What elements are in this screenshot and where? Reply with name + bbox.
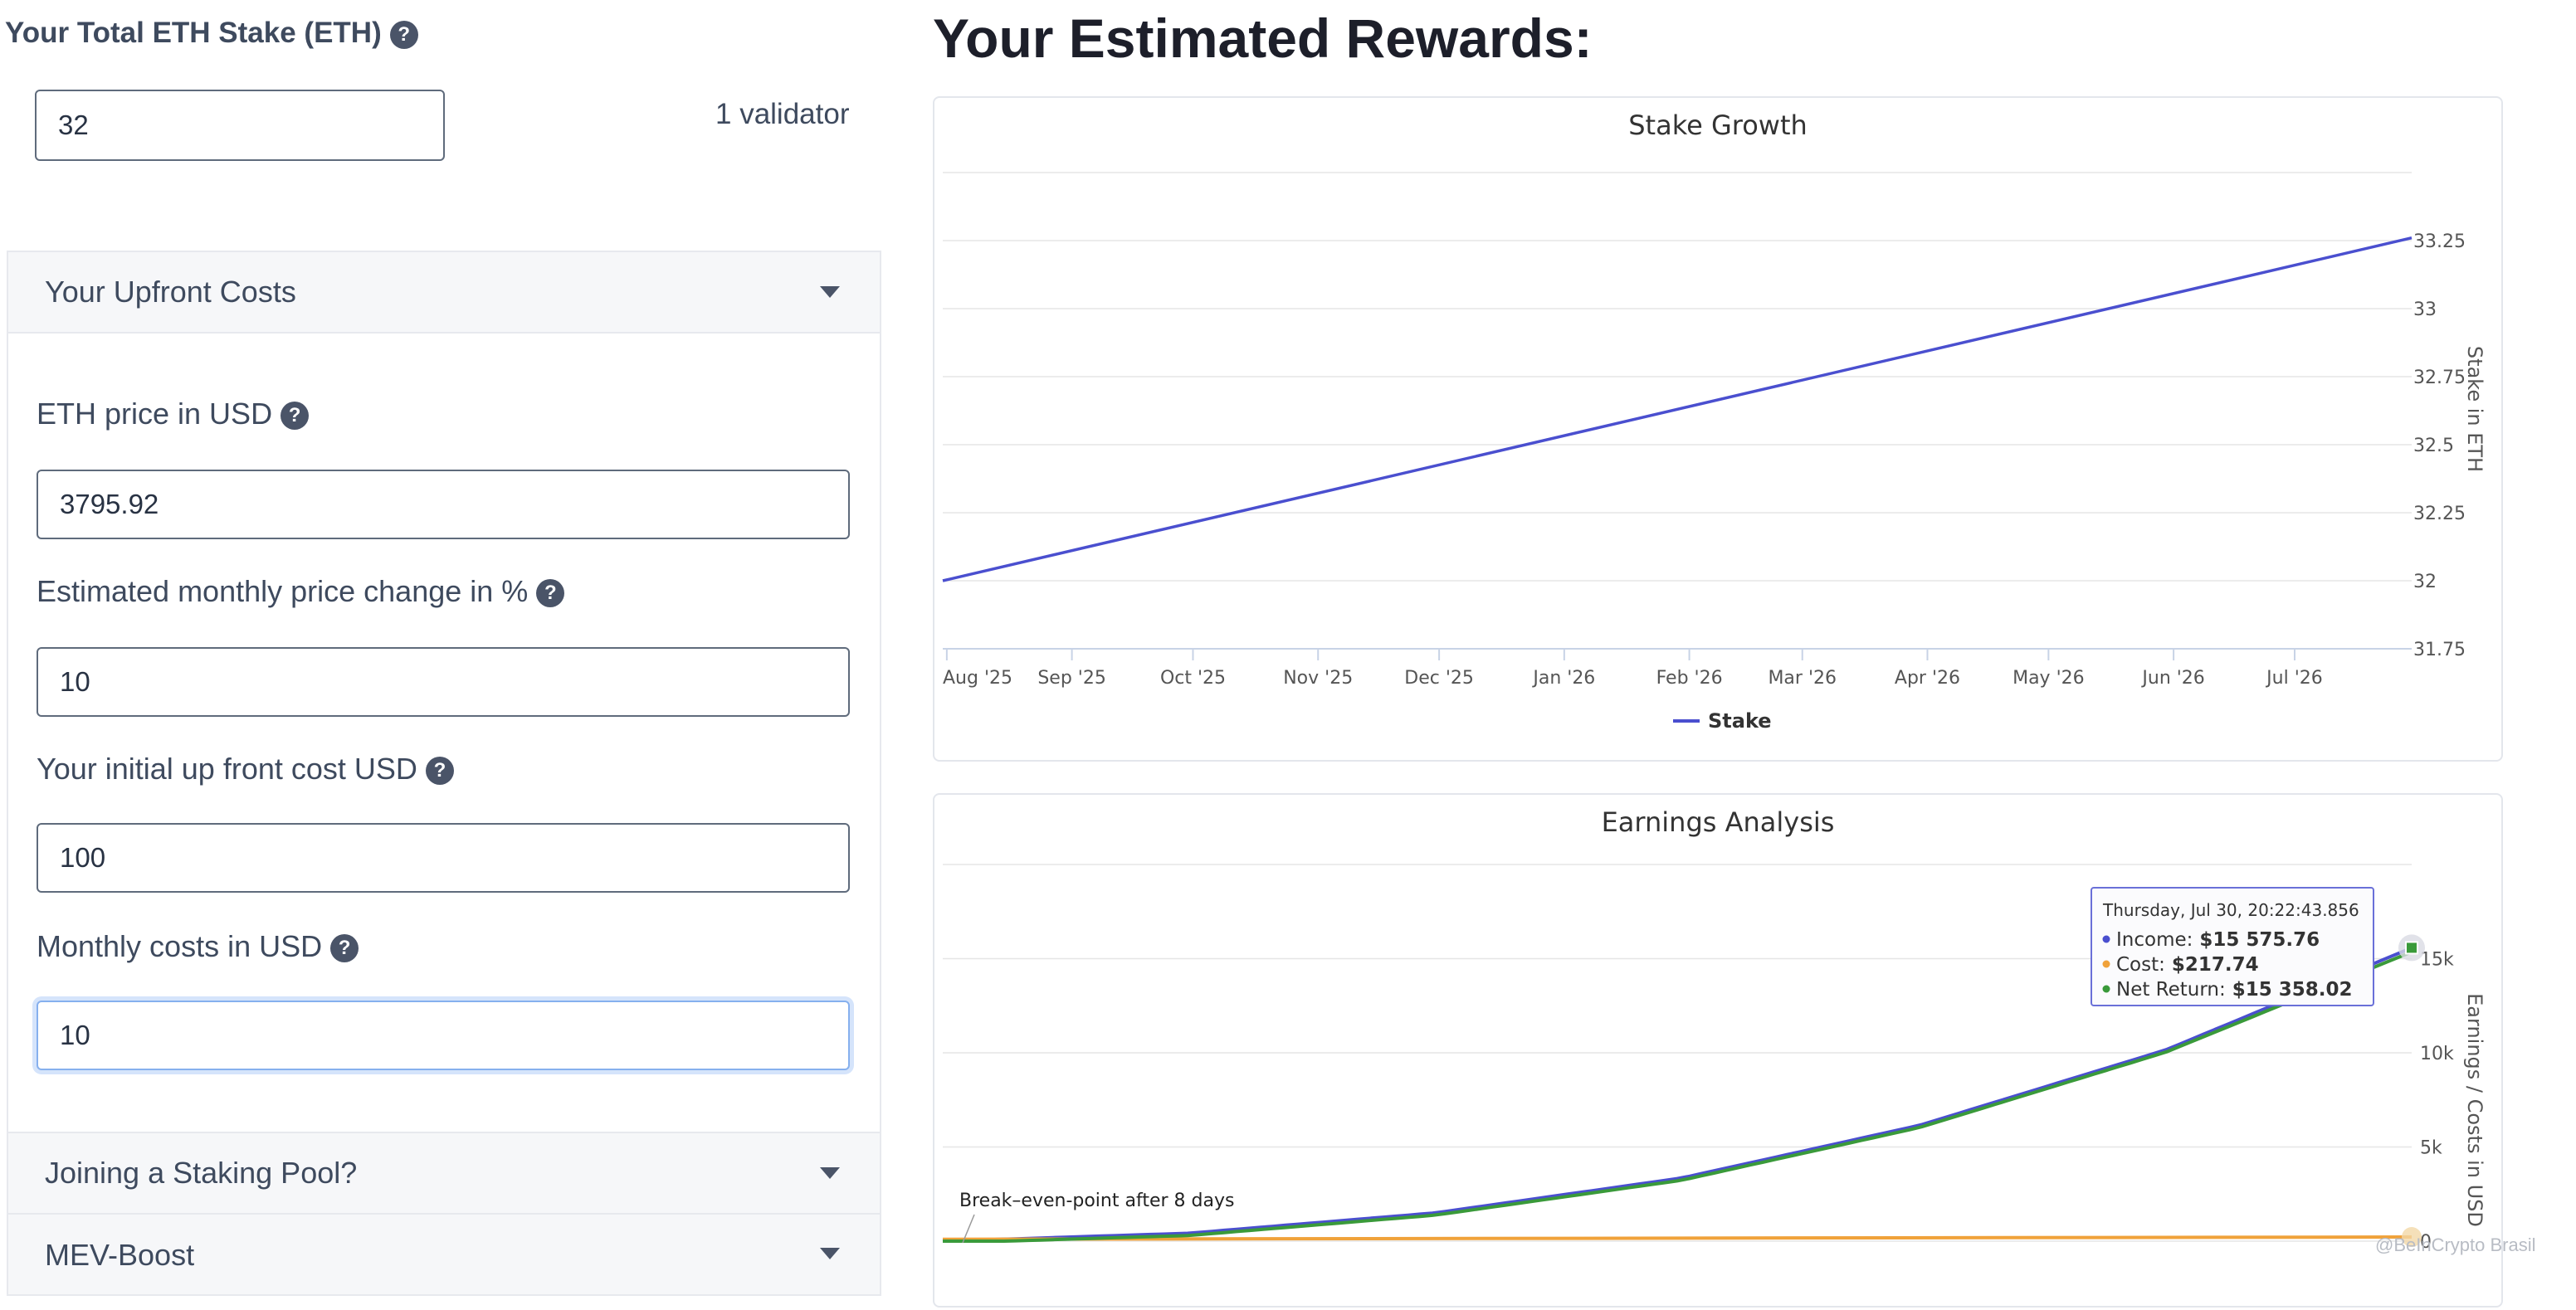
tooltip: Thursday, Jul 30, 20:22:43.856 Income: $1… bbox=[2091, 887, 2374, 1006]
y-tick-label: 31.75 bbox=[2413, 640, 2466, 660]
stake-growth-chart-panel: Stake Growth 31.75 32 32.25 32.5 32.75 33 33.2… bbox=[933, 96, 2503, 762]
caret-down-icon bbox=[820, 1248, 840, 1259]
caret-down-icon bbox=[820, 1167, 840, 1179]
tooltip-income-label: Income: bbox=[2116, 929, 2193, 951]
y-tick-label: 32.5 bbox=[2413, 436, 2454, 456]
eth-price-input[interactable]: 3795.92 bbox=[37, 470, 850, 539]
question-circle-icon[interactable]: ? bbox=[389, 20, 418, 49]
y-tick-label: 33 bbox=[2413, 299, 2437, 320]
tooltip-header: Thursday, Jul 30, 20:22:43.856 bbox=[2102, 900, 2359, 920]
tooltip-income-value: $15 575.76 bbox=[2199, 929, 2320, 951]
y-axis-label: Earnings / Costs in USD bbox=[2463, 993, 2486, 1227]
tooltip-cost-label: Cost: bbox=[2116, 954, 2165, 976]
cost-end-marker[interactable] bbox=[2402, 1227, 2422, 1248]
earnings-chart: Earnings Analysis 0 5k 10k 15k Earnings / C… bbox=[942, 806, 2486, 1253]
tooltip-box bbox=[2091, 887, 2374, 1006]
tooltip-net-value: $15 358.02 bbox=[2232, 979, 2353, 1001]
x-tick-label: May '26 bbox=[2013, 668, 2085, 689]
validator-count: 1 validator bbox=[715, 98, 850, 130]
y-tick-label: 32.25 bbox=[2413, 504, 2466, 524]
tooltip-cost-value: $217.74 bbox=[2172, 954, 2259, 976]
stake-label: Your Total ETH Stake (ETH)? bbox=[5, 17, 418, 50]
svg-text:Cost:$217.74: Cost: $217.74 bbox=[2116, 954, 2259, 976]
x-tick-label: Mar '26 bbox=[1768, 668, 1837, 689]
x-tick-label: Dec '25 bbox=[1404, 668, 1474, 689]
staking-pool-header[interactable]: Joining a Staking Pool? bbox=[7, 1132, 881, 1215]
y-axis-label: Stake in ETH bbox=[2463, 346, 2486, 472]
rewards-title: Your Estimated Rewards: bbox=[933, 7, 1593, 69]
price-change-input[interactable]: 10 bbox=[37, 647, 850, 717]
question-circle-icon[interactable]: ? bbox=[281, 402, 310, 431]
question-circle-icon[interactable]: ? bbox=[536, 579, 565, 608]
y-tick-label: 32.75 bbox=[2413, 368, 2466, 388]
legend[interactable]: Stake bbox=[1673, 709, 1772, 733]
svg-text:Income:$15 575.76: Income: $15 575.76 bbox=[2116, 929, 2320, 951]
x-tick-label: Aug '25 bbox=[943, 668, 1012, 689]
tooltip-dot-income bbox=[2102, 935, 2110, 943]
tooltip-net-label: Net Return: bbox=[2116, 979, 2226, 1001]
hover-marker[interactable] bbox=[2405, 941, 2418, 955]
y-tick-label: 32 bbox=[2413, 572, 2437, 592]
initial-cost-label: Your initial up front cost USD? bbox=[37, 752, 454, 786]
monthly-costs-input[interactable]: 10 bbox=[37, 1001, 850, 1070]
stake-series-line[interactable] bbox=[942, 236, 2413, 582]
svg-text:Net Return:$15 358.02: Net Return: $15 358.02 bbox=[2116, 979, 2353, 1001]
mev-boost-header[interactable]: MEV-Boost bbox=[7, 1213, 881, 1296]
price-change-label: Estimated monthly price change in %? bbox=[37, 574, 565, 609]
x-tick-label: Apr '26 bbox=[1895, 668, 1960, 689]
x-tick-label: Nov '25 bbox=[1283, 668, 1353, 689]
caret-down-icon bbox=[820, 286, 840, 298]
y-tick-label: 33.25 bbox=[2413, 231, 2466, 252]
break-even-marker bbox=[962, 1214, 975, 1244]
stake-input[interactable]: 32 bbox=[35, 90, 445, 161]
watermark: @BeInCrypto Brasil bbox=[2375, 1235, 2536, 1255]
legend-label: Stake bbox=[1708, 709, 1772, 733]
upfront-costs-header[interactable]: Your Upfront Costs bbox=[7, 251, 881, 334]
initial-cost-input[interactable]: 100 bbox=[37, 823, 850, 893]
break-even-annotation: Break–even-point after 8 days bbox=[959, 1191, 1234, 1211]
chart-title: Stake Growth bbox=[1628, 110, 1808, 141]
x-tick-label: Jun '26 bbox=[2140, 668, 2204, 689]
x-tick-label: Oct '25 bbox=[1160, 668, 1226, 689]
x-tick-label: Sep '25 bbox=[1037, 668, 1106, 689]
y-tick-label: 10k bbox=[2420, 1044, 2454, 1064]
tooltip-dot-net bbox=[2102, 985, 2110, 993]
x-tick-label: Jul '26 bbox=[2265, 668, 2323, 689]
x-tick-label: Feb '26 bbox=[1656, 668, 1723, 689]
y-tick-label: 15k bbox=[2420, 950, 2454, 971]
question-circle-icon[interactable]: ? bbox=[425, 757, 454, 786]
y-tick-label: 5k bbox=[2420, 1138, 2442, 1159]
stake-growth-chart: Stake Growth 31.75 32 32.25 32.5 32.75 33 33.2… bbox=[942, 110, 2486, 733]
net-return-series-line[interactable] bbox=[943, 950, 2413, 1243]
cost-series-line[interactable] bbox=[942, 1235, 2413, 1241]
eth-price-label: ETH price in USD? bbox=[37, 397, 310, 431]
x-tick-label: Jan '26 bbox=[1531, 668, 1595, 689]
chart-title: Earnings Analysis bbox=[1602, 806, 1835, 838]
question-circle-icon[interactable]: ? bbox=[330, 934, 359, 963]
monthly-costs-label: Monthly costs in USD? bbox=[37, 929, 359, 964]
y-tick-label: 0 bbox=[2420, 1232, 2432, 1253]
tooltip-dot-cost bbox=[2102, 960, 2110, 968]
income-series-line[interactable] bbox=[942, 946, 2413, 1243]
earnings-chart-panel: Earnings Analysis 0 5k 10k 15k Earnings / C… bbox=[933, 793, 2503, 1308]
